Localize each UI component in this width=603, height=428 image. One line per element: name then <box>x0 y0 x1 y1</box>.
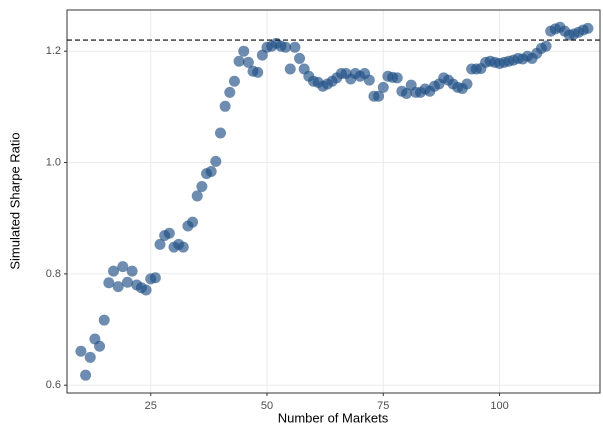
point <box>210 155 222 167</box>
point <box>191 190 203 202</box>
point <box>377 81 389 93</box>
point <box>84 351 96 363</box>
x-tick-label: 75 <box>377 400 389 412</box>
point <box>154 238 166 250</box>
point <box>103 277 115 289</box>
point <box>238 45 250 57</box>
point <box>121 276 133 288</box>
y-tick-label: 0.6 <box>46 379 61 391</box>
point <box>98 314 110 326</box>
point <box>214 127 226 139</box>
point <box>163 227 175 239</box>
point <box>242 56 254 68</box>
point <box>117 261 129 273</box>
x-axis-title: Number of Markets <box>278 410 389 425</box>
point <box>363 74 375 86</box>
point <box>108 265 120 277</box>
point <box>219 100 231 112</box>
y-tick-label: 1.2 <box>46 45 61 57</box>
plot-area <box>67 10 600 393</box>
point <box>373 90 385 102</box>
point <box>401 88 413 100</box>
point <box>233 55 245 67</box>
y-axis-title: Simulated Sharpe Ratio <box>7 132 22 269</box>
point <box>289 41 301 53</box>
point <box>75 345 87 357</box>
point <box>149 272 161 284</box>
point <box>205 165 217 177</box>
point <box>294 52 306 64</box>
x-tick-label: 25 <box>145 400 157 412</box>
x-tick-label: 50 <box>261 400 273 412</box>
point <box>540 40 552 52</box>
point <box>94 340 106 352</box>
y-tick-label: 0.8 <box>46 268 61 280</box>
point <box>187 216 199 228</box>
point <box>461 78 473 90</box>
plot-border <box>66 9 601 394</box>
point <box>582 22 594 34</box>
point <box>224 86 236 98</box>
point <box>126 265 138 277</box>
point <box>280 41 292 53</box>
point <box>80 369 92 381</box>
point <box>112 281 124 293</box>
point <box>196 180 208 192</box>
x-tick-label: 100 <box>490 400 508 412</box>
y-tick-label: 1.0 <box>46 156 61 168</box>
point <box>391 72 403 84</box>
point <box>140 284 152 296</box>
point <box>177 241 189 253</box>
point <box>252 66 264 78</box>
point <box>284 63 296 75</box>
point <box>228 75 240 87</box>
